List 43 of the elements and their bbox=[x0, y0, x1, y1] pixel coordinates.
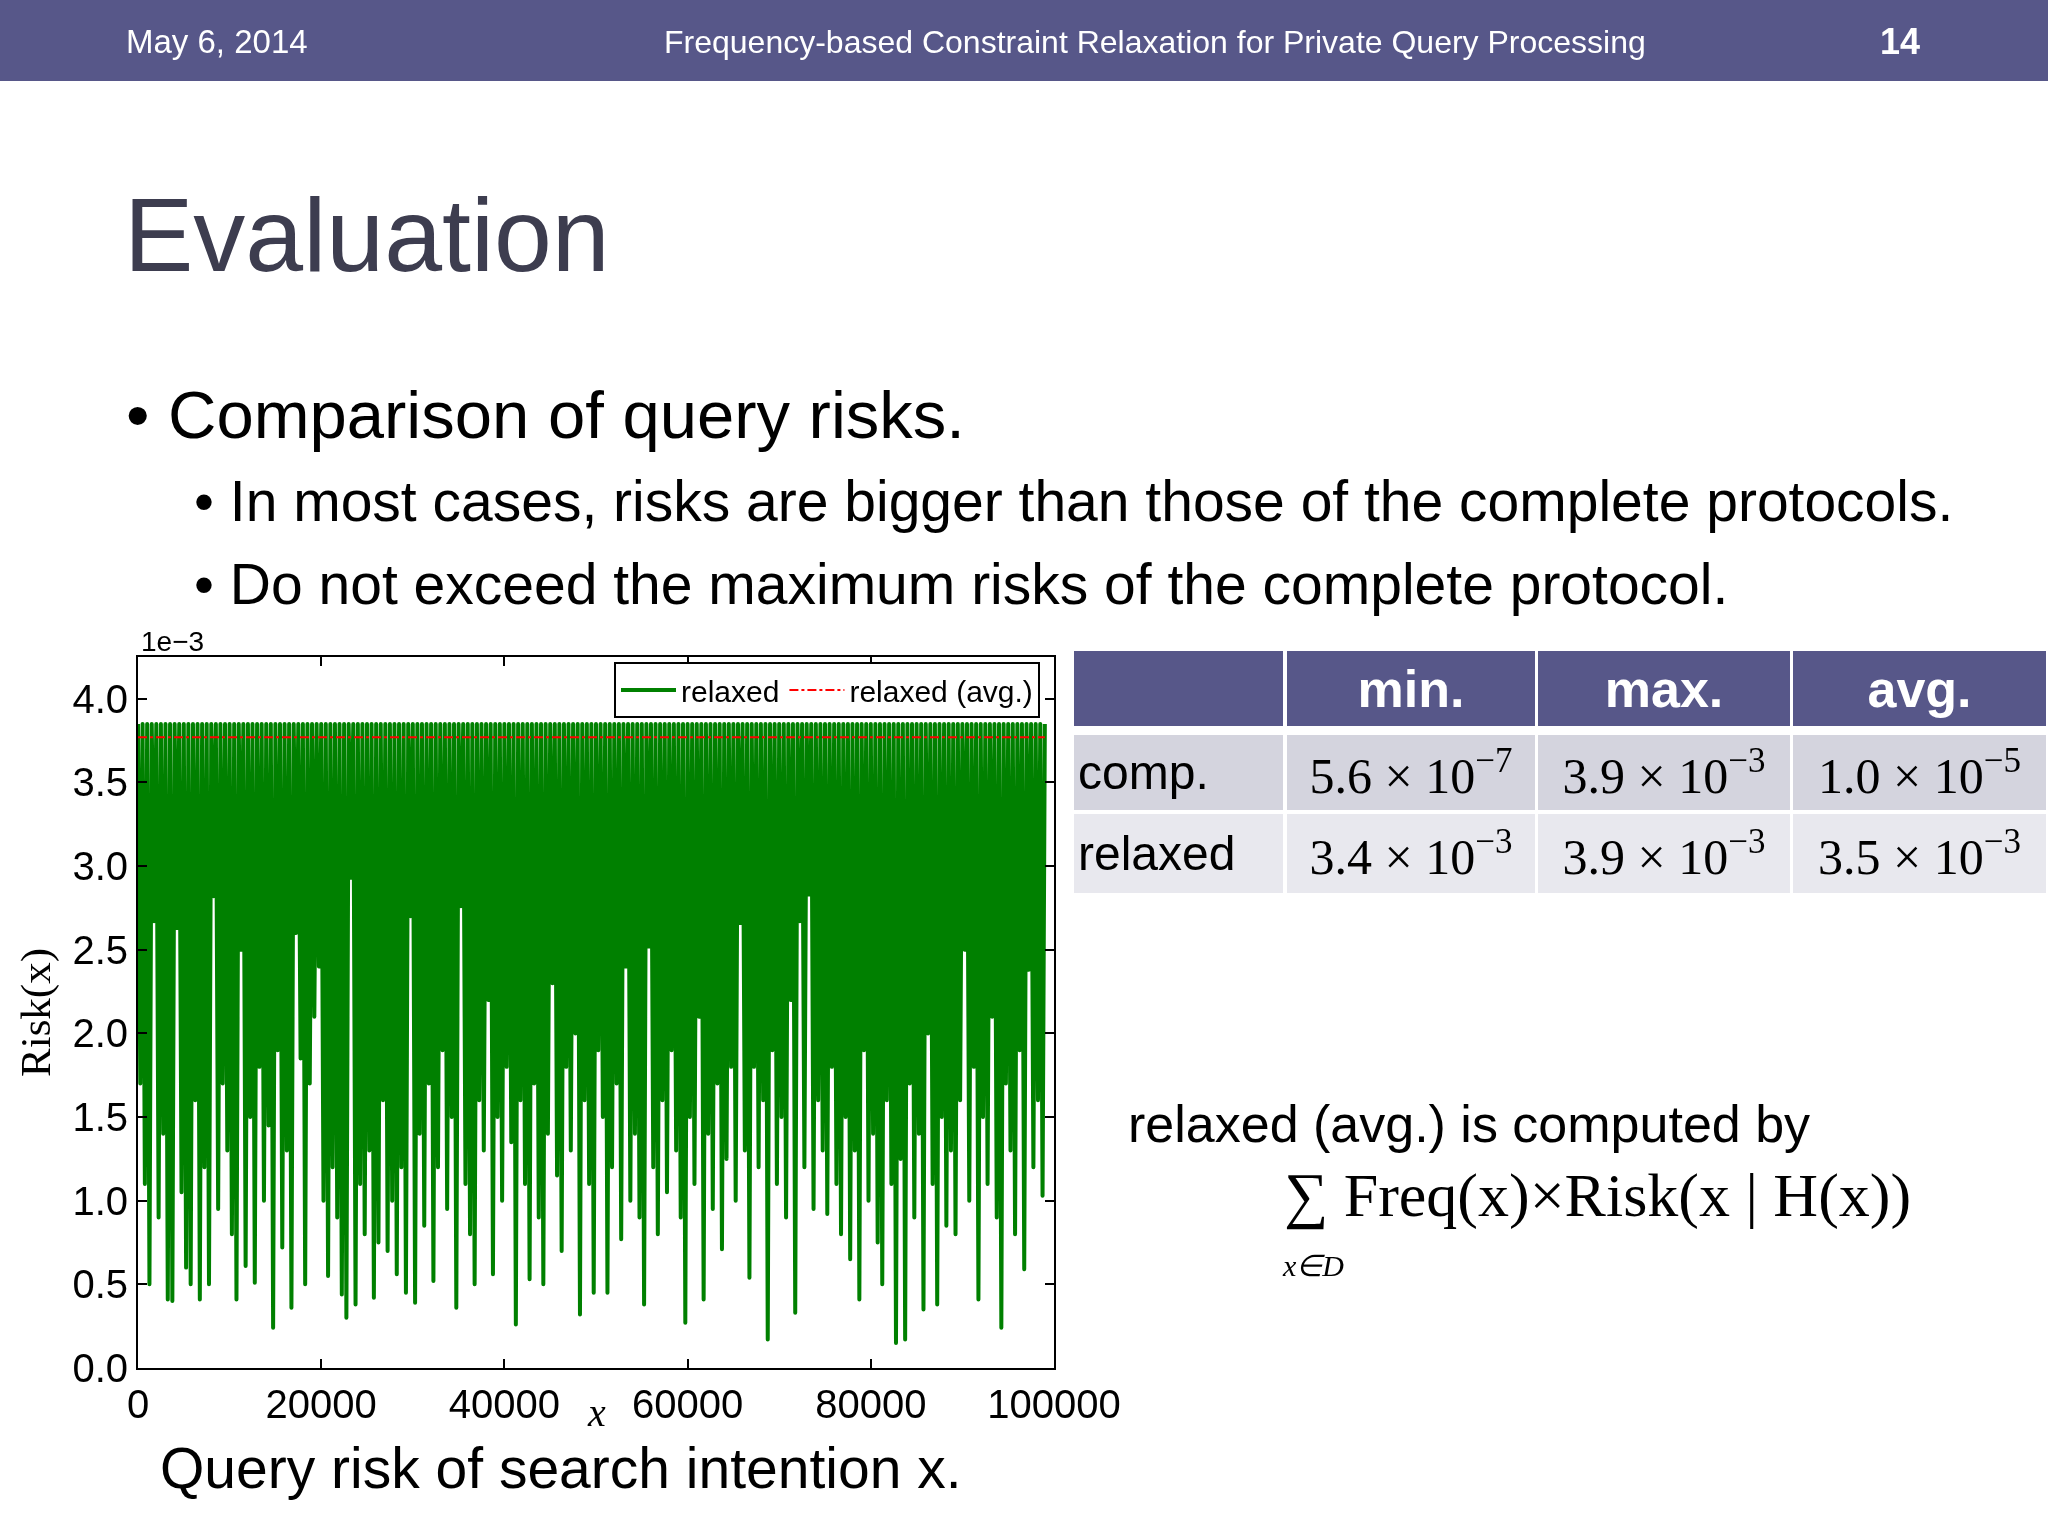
y-tick-label: 2.0 bbox=[72, 1011, 128, 1056]
y-tick-label: 1.0 bbox=[72, 1178, 128, 1223]
text: min. bbox=[1357, 659, 1465, 718]
text: x∈D bbox=[1282, 1249, 1345, 1282]
legend-label: relaxed bbox=[681, 674, 780, 708]
x-tick-label: 100000 bbox=[987, 1382, 1121, 1426]
chart-subtitle: • Comparison of query risks. bbox=[126, 377, 965, 452]
text: 3.9 × 10$^{−3}$ bbox=[1562, 741, 1766, 804]
text: relaxed (avg.) is computed by bbox=[1128, 1095, 1811, 1153]
text: 3.4 × 10$^{−3}$ bbox=[1309, 822, 1513, 885]
text: relaxed bbox=[1078, 827, 1236, 880]
x-axis-title: x bbox=[587, 1390, 606, 1435]
text: 3.5 × 10$^{−3}$ bbox=[1818, 822, 2021, 885]
text: 1.0 × 10$^{−5}$ bbox=[1818, 741, 2021, 804]
x-tick-label: 40000 bbox=[448, 1382, 561, 1426]
y-tick-label: 4.0 bbox=[72, 676, 128, 721]
text: • Do not exceed the maximum risks of the complete protocol. bbox=[194, 552, 1729, 616]
y-tick-label: 1.5 bbox=[72, 1095, 128, 1140]
x-tick-label: 60000 bbox=[631, 1382, 744, 1426]
line-series bbox=[138, 721, 1047, 1345]
text: 5.6 × 10$^{−7}$ bbox=[1309, 741, 1513, 804]
text: ∑ Freq(x)×Risk(x | H(x)) bbox=[1284, 1161, 1912, 1230]
x-tick-label: 80000 bbox=[815, 1382, 927, 1426]
text: 14 bbox=[1880, 21, 1921, 62]
x-tick-label: 20000 bbox=[265, 1382, 377, 1426]
text: Query risk of search intention x. bbox=[160, 1436, 962, 1500]
legend-label: relaxed (avg.) bbox=[849, 674, 1033, 708]
y-tick-label: 2.5 bbox=[72, 927, 128, 972]
y-axis-title: Risk(x) bbox=[12, 948, 61, 1077]
text: • In most cases, risks are bigger than those of the complete protocols. bbox=[194, 469, 1954, 533]
text: Frequency-based Constraint Relaxation for Private Query Processing bbox=[664, 24, 1646, 60]
y-tick-label: 0.5 bbox=[72, 1262, 128, 1307]
text: comp. bbox=[1078, 746, 1209, 799]
y-tick-label: 3.5 bbox=[72, 760, 128, 805]
text: May 6, 2014 bbox=[126, 23, 308, 60]
chart-title: Evaluation bbox=[124, 177, 610, 294]
text: 3.9 × 10$^{−3}$ bbox=[1562, 822, 1766, 885]
y-tick-label: 0.0 bbox=[72, 1346, 128, 1390]
y-tick-label: 3.0 bbox=[72, 844, 128, 889]
text: avg. bbox=[1867, 659, 1972, 718]
text: max. bbox=[1604, 659, 1724, 718]
x-tick-label: 0 bbox=[126, 1382, 150, 1426]
annotation: 1e−3 bbox=[141, 626, 205, 657]
